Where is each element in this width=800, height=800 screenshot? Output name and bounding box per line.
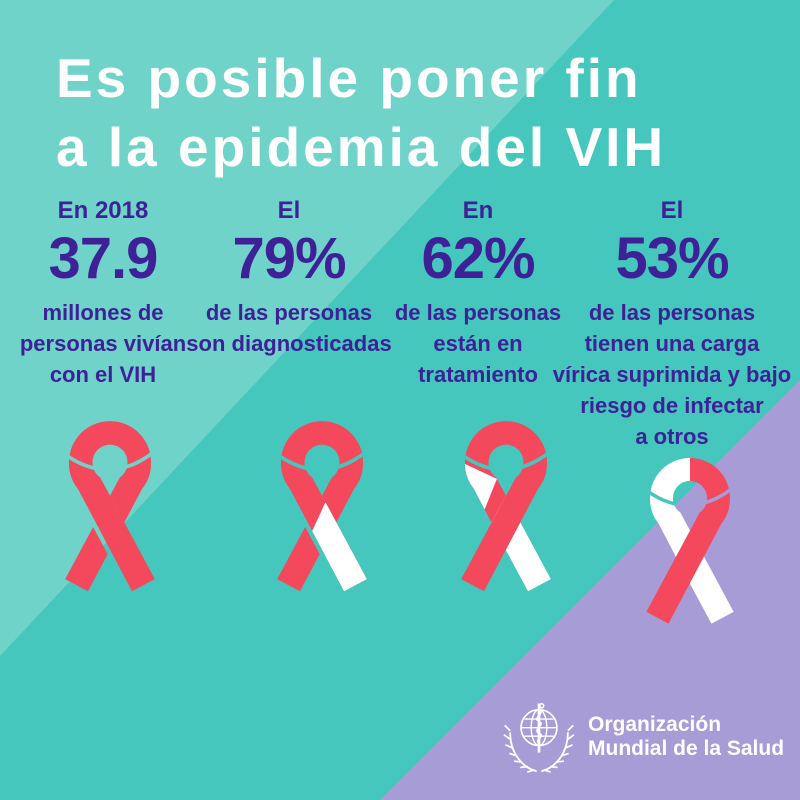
stat-value: 62%	[421, 226, 535, 291]
stat-value: 53%	[615, 226, 729, 291]
title-line-1: Es posible poner fin	[56, 47, 642, 109]
serpent-head	[538, 702, 545, 709]
stat-value: 37.9	[48, 226, 159, 291]
aids-ribbon-icon	[461, 421, 551, 592]
background-light-triangle	[0, 0, 614, 656]
ribbon-white-tail-segment	[296, 503, 367, 592]
stat-column-diagnosed: El 79% de las personas son diagnosticada…	[184, 196, 394, 359]
stat-prefix: En	[462, 197, 494, 224]
ribbon-right-band-upper	[110, 421, 152, 523]
who-logo: Organización Mundial de la Salud	[500, 698, 784, 776]
page-title: Es posible poner fin a la epidemia del V…	[56, 44, 666, 182]
who-wordmark: Organización Mundial de la Salud	[588, 713, 784, 761]
who-wordmark-line-2: Mundial de la Salud	[588, 737, 785, 760]
ribbon-right-band	[646, 457, 730, 624]
stat-description: de las personas son diagnosticadas	[186, 300, 392, 356]
stat-description: millones de personas vivían con el VIH	[19, 300, 187, 387]
aids-ribbon-icon	[65, 421, 155, 592]
stat-prefix: El	[660, 197, 684, 224]
ribbon-left-tail	[65, 527, 108, 592]
ribbon-right-band-upper	[322, 421, 364, 523]
background-purple-triangle	[380, 380, 800, 800]
stat-prefix: En 2018	[57, 197, 149, 224]
wreath-left-leaves	[503, 724, 535, 773]
aids-ribbon-icon	[277, 421, 367, 592]
who-wordmark-line-1: Organización	[588, 713, 722, 736]
ribbon-left-tail	[277, 527, 320, 592]
stat-description: de las personas están en tratamiento	[394, 300, 562, 387]
who-emblem-icon	[503, 702, 575, 773]
stat-column-2018: En 2018 37.9 millones de personas vivían…	[0, 196, 208, 390]
wreath-right-leaves	[543, 724, 575, 773]
stat-column-treatment: En 62% de las personas están en tratamie…	[373, 196, 583, 390]
stat-column-suppressed: El 53% de las personas tienen una carga …	[552, 196, 792, 452]
ribbon-left-band	[68, 421, 155, 592]
title-line-2: a la epidemia del VIH	[56, 116, 667, 178]
stat-description: de las personas tienen una carga vírica …	[552, 300, 792, 449]
ribbon-right-band	[461, 421, 548, 592]
stat-value: 79%	[232, 226, 346, 291]
aids-ribbon-icon	[646, 457, 734, 624]
staff-serpent	[536, 708, 543, 744]
stat-prefix: El	[277, 197, 301, 224]
